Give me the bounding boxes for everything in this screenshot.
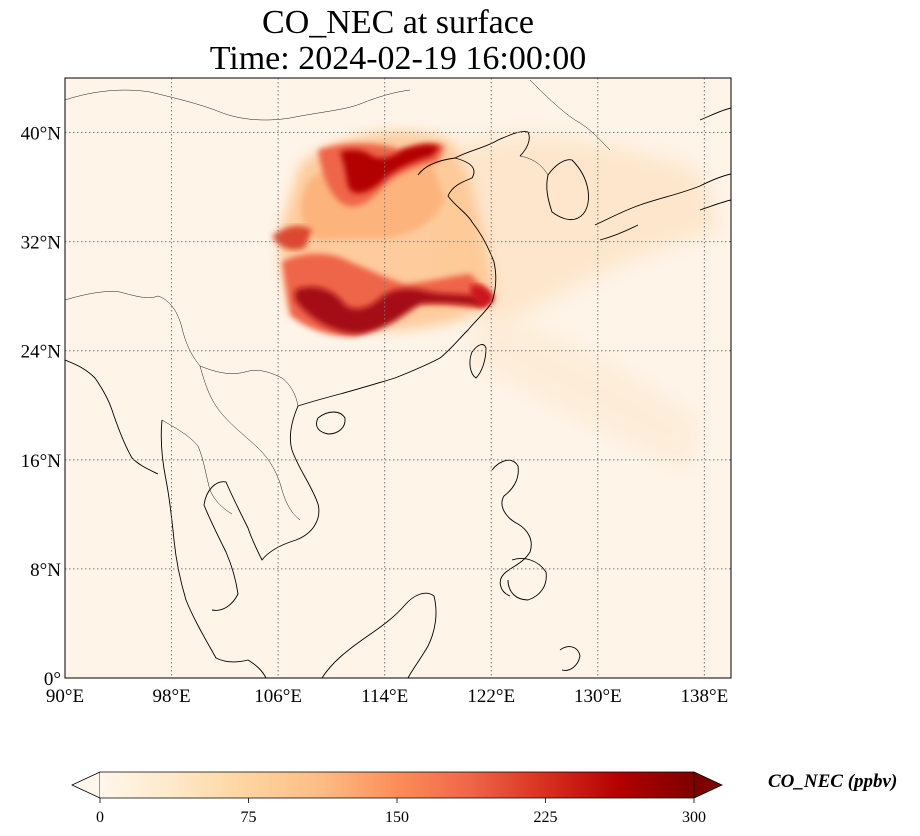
coastline-bohai <box>454 131 530 159</box>
plume-outflow <box>440 135 720 330</box>
colorbar-tick-label: 150 <box>385 809 409 826</box>
coastline-china-east <box>297 157 497 407</box>
colorbar: 0 75 150 225 300 <box>71 771 723 826</box>
border-china-west <box>65 291 201 367</box>
coastline-philippines <box>491 459 532 597</box>
lat-tick-label: 40°N <box>21 124 62 145</box>
lat-tick-label: 24°N <box>21 342 62 363</box>
lat-tick-label: 32°N <box>21 233 62 254</box>
colorbar-tick-label: 300 <box>682 809 706 826</box>
lat-tick-label: 8°N <box>30 560 61 581</box>
lon-tick-label: 130°E <box>574 686 622 707</box>
concentration-field <box>272 132 720 470</box>
plume-south-core <box>295 286 490 334</box>
plume-north-core <box>340 144 440 194</box>
colorbar-body <box>100 772 694 798</box>
coastline-burma <box>65 359 159 475</box>
coastline-sulawesi <box>559 646 581 671</box>
lon-tick-label: 138°E <box>681 686 729 707</box>
colorbar-extend-min <box>71 771 101 799</box>
colorbar-tick-label: 75 <box>241 809 257 826</box>
colorbar-ticks: 0 75 150 225 300 <box>96 798 706 826</box>
border-thailand <box>161 419 233 515</box>
plume-coast-core <box>470 284 494 308</box>
borders <box>65 79 611 521</box>
lon-tick-label: 98°E <box>152 686 190 707</box>
plume-west-edge <box>272 225 312 250</box>
lon-tick-label: 106°E <box>254 686 302 707</box>
coastline-borneo <box>321 592 437 678</box>
title-line-2: Time: 2024-02-19 16:00:00 <box>209 40 587 77</box>
latitude-tick-labels: 0° 8°N 16°N 24°N 32°N 40°N <box>21 124 62 690</box>
plume-outflow-south <box>470 310 700 470</box>
colorbar-label: CO_NEC (ppbv) <box>768 771 898 792</box>
coastline-japan <box>594 173 731 241</box>
title-line-1: CO_NEC at surface <box>262 4 534 41</box>
gridlines <box>65 78 731 678</box>
lon-tick-label: 90°E <box>46 686 84 707</box>
map-panel <box>64 77 732 679</box>
border-china-south <box>199 365 299 407</box>
map-frame <box>64 77 732 679</box>
border-mongolia <box>65 89 411 121</box>
coastlines <box>65 107 731 678</box>
longitude-tick-labels: 90°E 98°E 106°E 114°E 122°E 130°E 138°E <box>46 686 728 707</box>
lon-tick-label: 122°E <box>467 686 515 707</box>
colorbar-tick-label: 225 <box>534 809 558 826</box>
coastline-malay <box>160 419 267 678</box>
coastline-taiwan <box>469 344 487 379</box>
border-laos-vietnam <box>199 365 301 521</box>
lat-tick-label: 16°N <box>21 451 62 472</box>
coastline-hainan <box>316 411 346 435</box>
lon-tick-label: 114°E <box>361 686 408 707</box>
coastline-indochina <box>203 405 320 611</box>
border-russia-east <box>529 79 611 151</box>
coastline-hokkaido <box>699 107 731 121</box>
lat-tick-label: 0° <box>44 669 61 690</box>
coastline-korea <box>546 159 589 221</box>
border-korea <box>519 155 549 176</box>
coastline-mindanao <box>507 558 547 601</box>
colorbar-extend-max <box>693 771 723 799</box>
colorbar-tick-label: 0 <box>96 809 104 826</box>
